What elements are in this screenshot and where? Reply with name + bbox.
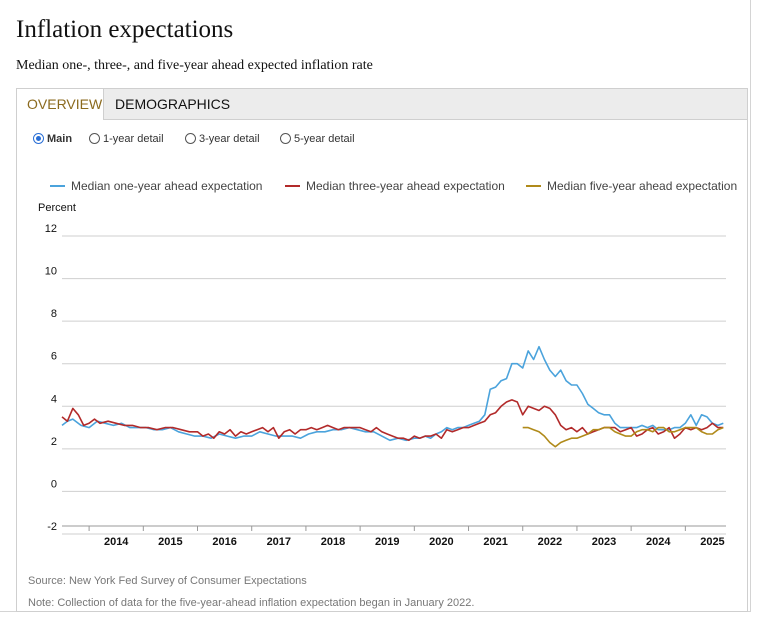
radio-main[interactable]: Main <box>33 131 72 147</box>
y-tick-label: 6 <box>51 351 57 363</box>
chart-panel: OVERVIEW DEMOGRAPHICS Main 1-year detail… <box>16 88 748 612</box>
x-tick-label: 2019 <box>375 536 399 548</box>
y-tick-label: 2 <box>51 436 57 448</box>
legend-label: Median three-year ahead expectation <box>306 179 505 193</box>
x-tick-label: 2016 <box>212 536 236 548</box>
x-tick-label: 2023 <box>592 536 616 548</box>
radio-1-year-detail[interactable]: 1-year detail <box>89 131 164 147</box>
y-tick-label: -2 <box>47 521 57 533</box>
page-title: Inflation expectations <box>16 16 234 43</box>
y-tick-label: 0 <box>51 478 57 490</box>
series-line <box>61 345 724 442</box>
x-tick-label: 2018 <box>321 536 345 548</box>
tab-overview[interactable]: OVERVIEW <box>17 89 104 120</box>
y-axis-title: Percent <box>38 202 76 214</box>
legend-label: Median five-year ahead expectation <box>547 179 737 193</box>
x-tick-label: 2015 <box>158 536 182 548</box>
radio-main-label: Main <box>47 133 73 145</box>
radio-unchecked-icon[interactable] <box>185 133 196 144</box>
y-tick-label: 8 <box>51 308 57 320</box>
x-tick-label: 2022 <box>538 536 562 548</box>
series-line <box>522 426 724 448</box>
radio-5-year-detail[interactable]: 5-year detail <box>280 131 355 147</box>
radio-unchecked-icon[interactable] <box>280 133 291 144</box>
radio-checked-icon[interactable] <box>33 133 44 144</box>
data-collection-note: Note: Collection of data for the five-ye… <box>28 597 475 609</box>
radio-3-year-detail[interactable]: 3-year detail <box>185 131 260 147</box>
radio-3-year-label: 3-year detail <box>199 133 260 145</box>
page-subtitle: Median one-, three-, and five-year ahead… <box>16 58 373 73</box>
x-tick-label: 2025 <box>700 536 724 548</box>
x-tick-label: 2017 <box>267 536 291 548</box>
y-tick-label: 12 <box>45 223 57 235</box>
radio-unchecked-icon[interactable] <box>89 133 100 144</box>
x-tick-label: 2014 <box>104 536 129 548</box>
x-tick-label: 2020 <box>429 536 453 548</box>
y-tick-label: 4 <box>51 393 57 405</box>
tab-demographics[interactable]: DEMOGRAPHICS <box>115 96 231 112</box>
source-note: Source: New York Fed Survey of Consumer … <box>28 575 307 587</box>
series-line <box>61 399 724 442</box>
y-tick-label: 10 <box>45 266 57 278</box>
x-tick-label: 2024 <box>646 536 671 548</box>
legend-label: Median one-year ahead expectation <box>71 179 262 193</box>
tab-bar: OVERVIEW DEMOGRAPHICS <box>17 89 747 120</box>
radio-5-year-label: 5-year detail <box>294 133 355 145</box>
radio-1-year-label: 1-year detail <box>103 133 164 145</box>
x-tick-label: 2021 <box>483 536 507 548</box>
